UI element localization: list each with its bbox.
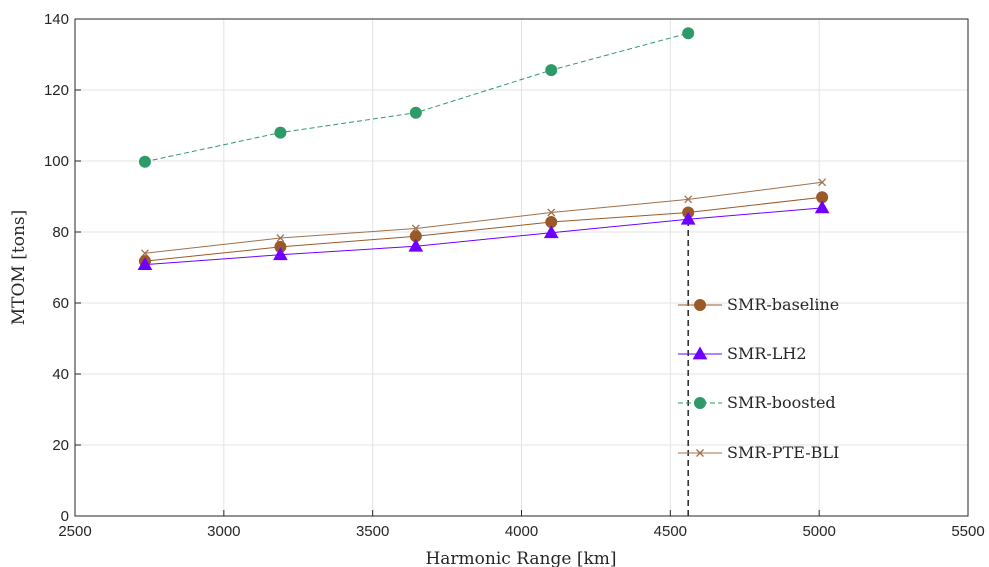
y-tick-label: 100 xyxy=(44,153,69,170)
data-point xyxy=(680,211,696,225)
y-tick-label: 0 xyxy=(61,508,69,525)
legend-label: SMR-boosted xyxy=(727,393,836,412)
data-point xyxy=(137,257,153,271)
data-point xyxy=(684,195,693,204)
axis-ticks: 2500 3000 3500 4000 4500 5000 5500 0 20 40 60 80 100… xyxy=(44,11,985,540)
data-point xyxy=(545,64,558,77)
x-tick-label: 4000 xyxy=(505,523,538,540)
x-tick-label: 3500 xyxy=(356,523,389,540)
data-point xyxy=(273,247,288,261)
legend-item: SMR-baseline xyxy=(678,295,839,314)
series-smr-boosted xyxy=(138,27,695,168)
legend-marker xyxy=(694,397,706,409)
series-smr-lh2 xyxy=(137,200,830,271)
data-point xyxy=(543,225,559,239)
data-point xyxy=(814,200,830,214)
legend-label: SMR-PTE-BLI xyxy=(727,443,839,462)
x-tick-label: 5500 xyxy=(951,523,984,540)
x-tick-label: 2500 xyxy=(58,523,91,540)
series-group xyxy=(137,27,830,271)
y-tick-label: 80 xyxy=(52,224,69,241)
x-tick-label: 3000 xyxy=(207,523,240,540)
y-tick-label: 40 xyxy=(52,366,69,383)
y-tick-label: 20 xyxy=(52,437,69,454)
x-axis-label: Harmonic Range [km] xyxy=(425,549,616,567)
legend-label: SMR-LH2 xyxy=(727,344,807,363)
data-point xyxy=(818,178,827,187)
series-line xyxy=(144,207,823,266)
y-tick-label: 140 xyxy=(44,11,69,28)
y-tick-label: 60 xyxy=(52,295,69,312)
legend-marker xyxy=(696,449,704,457)
legend-item: SMR-LH2 xyxy=(678,344,807,363)
x-tick-label: 4500 xyxy=(654,523,687,540)
y-tick-label: 120 xyxy=(44,82,69,99)
series-line xyxy=(144,181,823,254)
series-line xyxy=(144,196,823,262)
data-point xyxy=(138,155,151,168)
grid xyxy=(74,18,969,517)
legend-label: SMR-baseline xyxy=(727,295,839,314)
legend: SMR-baseline SMR-LH2 SMR-boosted SMR-PTE-BL… xyxy=(678,295,839,462)
legend-item: SMR-PTE-BLI xyxy=(678,443,839,462)
data-point xyxy=(682,27,695,40)
legend-marker xyxy=(692,346,708,360)
data-point xyxy=(276,234,285,242)
y-axis-label: MTOM [tons] xyxy=(9,210,29,326)
data-point xyxy=(274,126,287,139)
data-point xyxy=(409,106,422,119)
data-point xyxy=(547,208,556,217)
x-tick-label: 5000 xyxy=(802,523,835,540)
legend-marker xyxy=(694,299,706,311)
data-point xyxy=(408,238,424,252)
legend-item: SMR-boosted xyxy=(678,393,836,412)
